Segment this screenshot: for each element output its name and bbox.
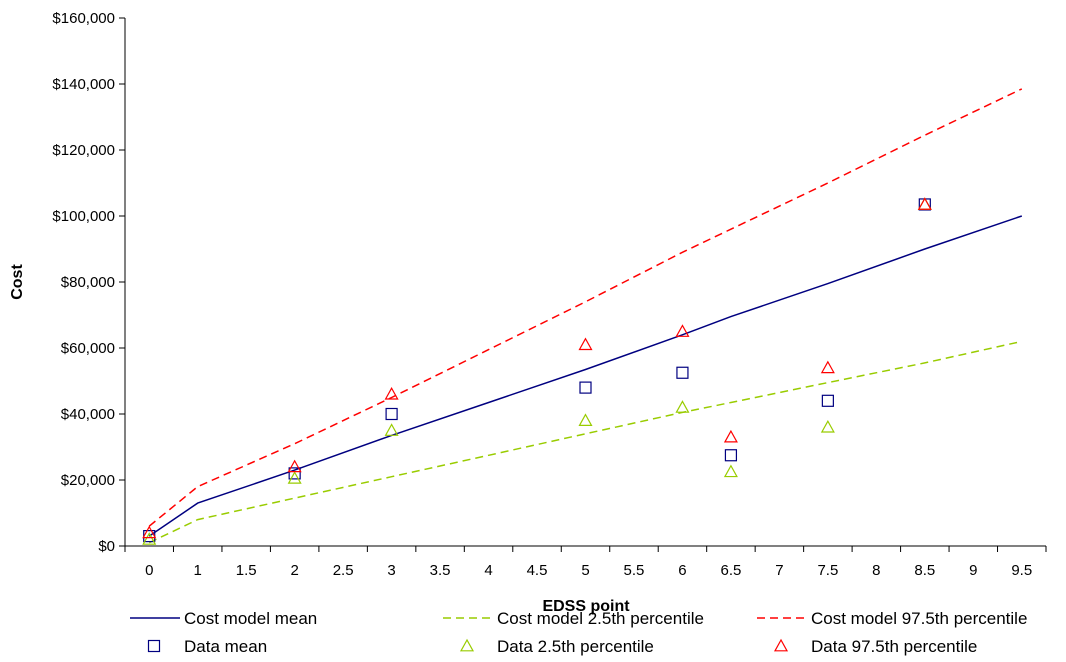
- y-tick-label: $60,000: [61, 340, 115, 357]
- legend-label: Data 2.5th percentile: [497, 637, 654, 656]
- x-tick-label: 9.5: [1011, 562, 1032, 579]
- x-tick-label: 4: [484, 562, 492, 579]
- legend-label: Data mean: [184, 637, 267, 656]
- data-point-triangle: [287, 459, 302, 473]
- data-point-square: [288, 467, 301, 480]
- data-point-triangle: [142, 532, 157, 545]
- y-tick-label: $120,000: [52, 142, 115, 159]
- legend-square-swatch: [147, 639, 161, 653]
- x-tick-label: 8.5: [914, 562, 935, 579]
- x-tick-label: 7.5: [817, 562, 838, 579]
- data-point-triangle: [578, 413, 593, 426]
- data-point-triangle: [917, 197, 932, 210]
- data-point-square: [385, 407, 398, 421]
- y-tick-label: $140,000: [52, 76, 115, 93]
- x-tick-label: 6.5: [720, 562, 741, 579]
- x-tick-label: 6: [678, 562, 686, 579]
- ticks: $0 $20,000 $40,000 $60,000 $80,000 $100,000 $1…: [52, 10, 1047, 579]
- y-tick-label: $40,000: [61, 406, 115, 423]
- data-point-triangle: [675, 400, 690, 413]
- x-tick-label: 3: [387, 562, 395, 579]
- legend-label: Data 97.5th percentile: [811, 637, 977, 656]
- legend-label: Cost model mean: [184, 609, 317, 628]
- legend-triangle-swatch: [459, 638, 475, 652]
- data-point-triangle: [287, 471, 302, 484]
- x-tick-label: 2.5: [333, 562, 354, 579]
- data-point-square: [676, 366, 689, 379]
- x-tick-label: 1: [194, 562, 202, 579]
- y-tick-label: $100,000: [52, 208, 115, 225]
- y-tick-label: $0: [98, 538, 115, 555]
- series-line: [148, 340, 1022, 544]
- x-tick-label: 7: [775, 562, 783, 579]
- series-line: [148, 88, 1023, 527]
- data-point-triangle: [142, 525, 157, 539]
- axes: [124, 18, 1046, 547]
- data-point-triangle: [917, 197, 932, 210]
- legend-label: Cost model 97.5th percentile: [811, 609, 1027, 628]
- data-point-triangle: [578, 337, 593, 351]
- plot-lines: [148, 88, 1023, 544]
- data-point-triangle: [723, 429, 738, 443]
- y-axis-title: Cost: [9, 264, 26, 300]
- x-tick-label: 8: [872, 562, 880, 579]
- x-tick-label: 1.5: [236, 562, 257, 579]
- y-tick-label: $160,000: [52, 10, 115, 27]
- x-tick-label: 2: [290, 562, 298, 579]
- data-point-triangle: [820, 360, 835, 374]
- data-point-triangle: [675, 324, 690, 337]
- data-point-triangle: [384, 386, 399, 400]
- data-point-square: [821, 394, 834, 407]
- x-tick-label: 5: [581, 562, 589, 579]
- data-point-triangle: [723, 464, 738, 478]
- x-tick-label: 4.5: [527, 562, 548, 579]
- y-tick-label: $20,000: [61, 472, 115, 489]
- y-tick-label: $80,000: [61, 274, 115, 291]
- data-point-triangle: [384, 423, 399, 436]
- x-tick-label: 5.5: [624, 562, 645, 579]
- plot-markers: [142, 197, 932, 545]
- x-tick-label: 9: [969, 562, 977, 579]
- data-point-square: [724, 449, 738, 462]
- series-line: [148, 215, 1023, 537]
- data-point-triangle: [820, 419, 835, 433]
- data-point-square: [579, 381, 592, 394]
- legend-label: Cost model 2.5th percentile: [497, 609, 704, 628]
- legend-triangle-swatch: [773, 638, 789, 652]
- x-tick-label: 0: [145, 562, 153, 579]
- x-tick-label: 3.5: [430, 562, 451, 579]
- legend: Cost model mean Cost model 2.5th percenti…: [130, 609, 1027, 656]
- x-axis-title: EDSS point: [542, 598, 630, 615]
